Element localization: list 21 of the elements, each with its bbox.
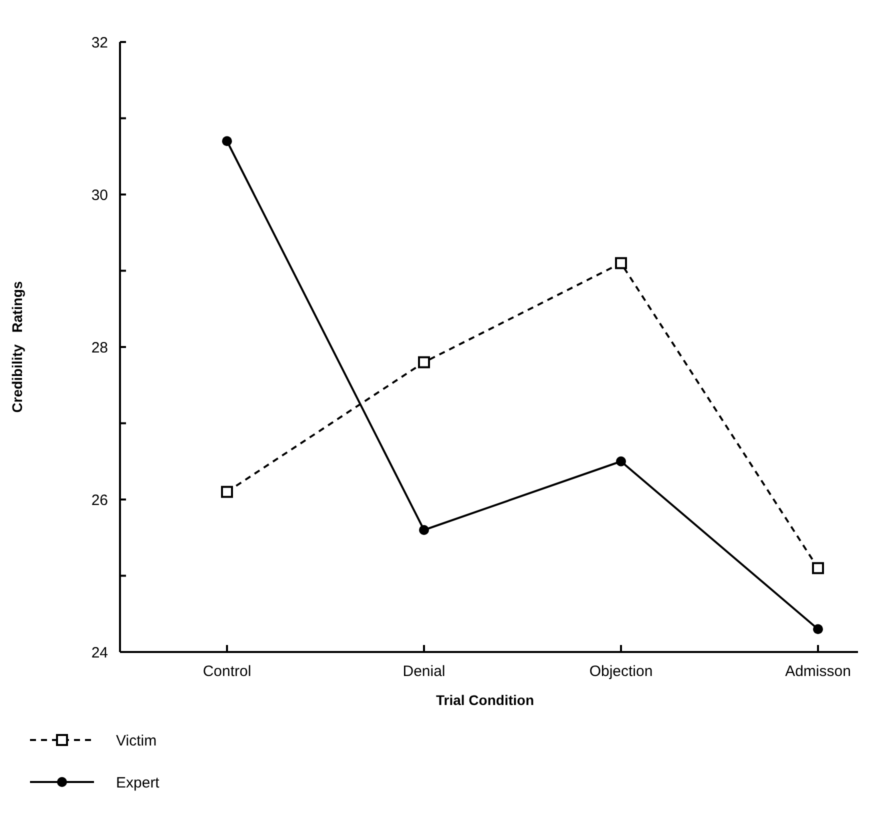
y-tick-label: 30 <box>91 186 108 204</box>
x-tick-label: Denial <box>402 663 446 680</box>
point <box>812 562 824 574</box>
legend-label: Expert <box>116 774 160 792</box>
point <box>221 486 233 498</box>
x-tick-label: Objection <box>589 663 653 680</box>
y-axis-title: Credibility Ratings <box>9 281 25 413</box>
y-tick-label: 26 <box>91 492 108 509</box>
y-tick-label: 28 <box>91 339 108 356</box>
x-tick-label: Control <box>202 663 252 680</box>
point <box>418 356 430 368</box>
point <box>222 136 232 146</box>
y-tick-label: 32 <box>91 34 108 52</box>
point <box>616 456 626 466</box>
point <box>419 525 429 535</box>
x-axis-title: Trial Condition <box>436 692 534 708</box>
point <box>615 257 627 270</box>
point <box>813 624 823 634</box>
y-tick-label: 24 <box>91 644 108 662</box>
legend-label: Victim <box>116 732 157 750</box>
x-tick-label: Admisson <box>785 663 851 680</box>
